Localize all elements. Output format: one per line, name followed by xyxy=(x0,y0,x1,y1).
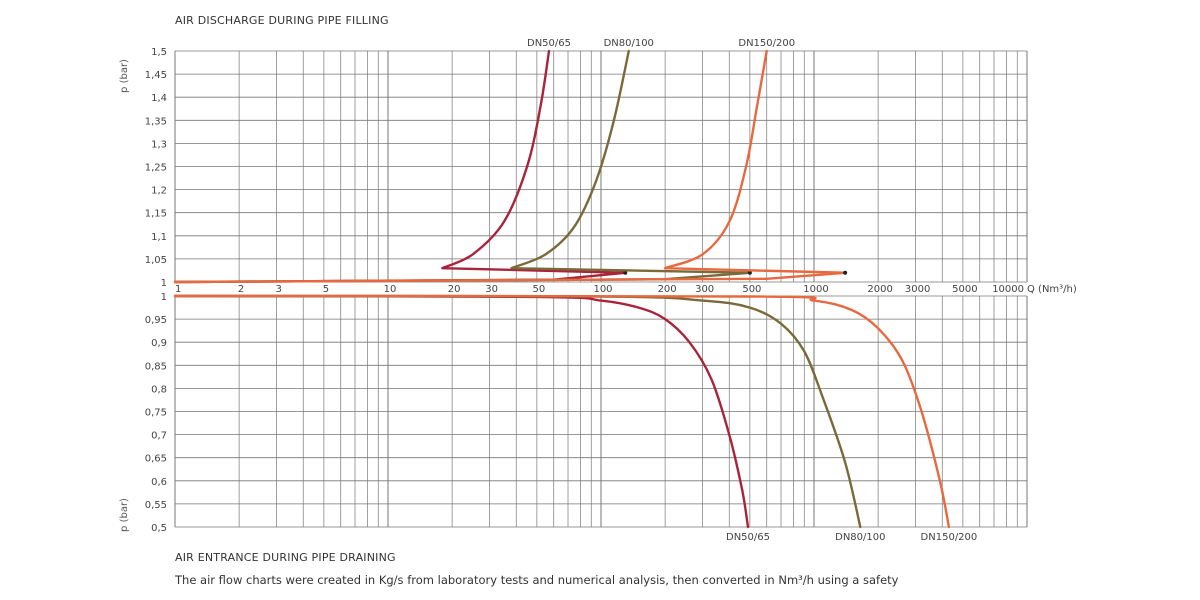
x-tick-label: 30 xyxy=(485,284,498,295)
bottom-y-tick-label: 0,8 xyxy=(151,384,167,395)
top-y-axis-label: p (bar) xyxy=(119,59,130,93)
x-tick-label: 20 xyxy=(448,284,461,295)
x-tick-label: 1 xyxy=(175,284,181,295)
bottom-y-tick-label: 0,5 xyxy=(151,523,167,534)
x-tick-label: 10 xyxy=(384,284,397,295)
top-series-lines xyxy=(173,49,848,284)
top-series-label-2: DN150/200 xyxy=(738,38,795,49)
x-tick-label: 2000 xyxy=(867,284,892,295)
x-tick-label: 5 xyxy=(323,284,329,295)
bottom-y-tick-label: 0,85 xyxy=(145,361,167,372)
bottom-y-tick-label: 1 xyxy=(161,292,167,303)
bottom-series-line-2 xyxy=(173,294,951,529)
top-series-line-1 xyxy=(173,49,752,284)
top-series-marker-2 xyxy=(843,270,848,275)
series-labels: DN50/65 DN80/100 DN150/200 DN50/65 DN80/100 D… xyxy=(527,38,977,543)
bottom-y-tick-label: 0,95 xyxy=(145,315,167,326)
x-tick-label: 3 xyxy=(275,284,281,295)
bottom-y-tick-label: 0,9 xyxy=(151,338,167,349)
top-y-tick-label: 1,5 xyxy=(151,47,167,58)
bottom-y-tick-labels: 0,5 0,55 0,6 0,65 0,7 0,75 0,8 0,85 0,9 0,95 1 xyxy=(145,292,167,534)
bottom-y-tick-label: 0,55 xyxy=(145,500,167,511)
x-tick-label: 2 xyxy=(238,284,244,295)
x-tick-label: 1000 xyxy=(803,284,828,295)
top-y-tick-label: 1,15 xyxy=(145,209,167,220)
top-y-tick-label: 1,3 xyxy=(151,139,167,150)
bottom-chart-title: AIR ENTRANCE DURING PIPE DRAINING xyxy=(175,551,396,564)
bottom-series-label-1: DN80/100 xyxy=(835,532,885,543)
x-tick-label: 500 xyxy=(742,284,761,295)
top-y-tick-label: 1 xyxy=(161,278,167,289)
top-y-tick-labels: 1 1,05 1,1 1,15 1,2 1,25 1,3 1,35 1,4 1,45 1,5 xyxy=(145,47,167,289)
x-tick-label: 100 xyxy=(593,284,612,295)
top-y-tick-label: 1,05 xyxy=(145,255,167,266)
x-tick-label: 3000 xyxy=(905,284,930,295)
top-chart-title: AIR DISCHARGE DURING PIPE FILLING xyxy=(175,14,389,27)
bottom-grid xyxy=(174,295,1028,528)
top-grid xyxy=(174,50,1028,283)
top-series-line-0 xyxy=(173,49,627,284)
x-tick-labels: 1 2 3 5 10 20 30 50 100 200 300 500 1000 2000 3000 5000… xyxy=(175,284,1024,295)
x-tick-label: 200 xyxy=(658,284,677,295)
x-tick-label: 300 xyxy=(695,284,714,295)
bottom-series-label-2: DN150/200 xyxy=(921,532,978,543)
x-axis-label: Q (Nm³/h) xyxy=(1027,284,1077,295)
top-series-label-1: DN80/100 xyxy=(604,38,654,49)
x-tick-label: 10000 xyxy=(992,284,1024,295)
x-tick-label: 5000 xyxy=(952,284,977,295)
top-y-tick-label: 1,45 xyxy=(145,70,167,81)
top-y-tick-label: 1,35 xyxy=(145,116,167,127)
bottom-y-tick-label: 0,75 xyxy=(145,408,167,419)
top-series-label-0: DN50/65 xyxy=(527,38,571,49)
bottom-series-label-0: DN50/65 xyxy=(726,532,770,543)
bottom-y-axis-label: p (bar) xyxy=(119,498,130,532)
bottom-y-tick-label: 0,65 xyxy=(145,454,167,465)
top-y-tick-label: 1,2 xyxy=(151,186,167,197)
top-series-line-2 xyxy=(173,49,847,284)
top-series-marker-0 xyxy=(623,270,628,275)
bottom-series-lines xyxy=(173,294,951,529)
top-series-marker-1 xyxy=(747,270,752,275)
top-y-tick-label: 1,4 xyxy=(151,93,167,104)
bottom-y-tick-label: 0,7 xyxy=(151,431,167,442)
top-y-tick-label: 1,1 xyxy=(151,232,167,243)
top-y-tick-label: 1,25 xyxy=(145,163,167,174)
bottom-y-tick-label: 0,6 xyxy=(151,477,167,488)
caption-text: The air flow charts were created in Kg/s… xyxy=(174,573,899,587)
x-tick-label: 50 xyxy=(533,284,546,295)
